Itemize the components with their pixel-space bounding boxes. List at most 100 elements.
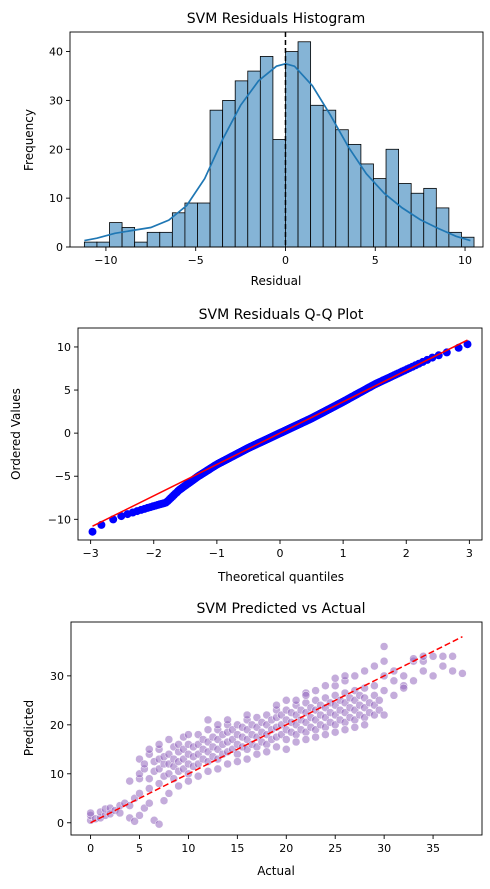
pva-point <box>321 681 330 690</box>
pva-point <box>115 808 125 818</box>
pva-point <box>242 754 252 764</box>
pva-xlabel: Actual <box>257 864 295 878</box>
histogram-bar <box>385 148 400 248</box>
histogram-ylabel: Frequency <box>22 109 36 171</box>
histogram-bar <box>171 212 186 248</box>
histogram-bar <box>360 163 374 248</box>
qq-x-tick-label: −1 <box>209 547 225 560</box>
histogram-y-tick-label: 30 <box>49 94 63 107</box>
pva-points <box>86 642 467 829</box>
pva-point <box>438 661 448 671</box>
histogram-bar <box>146 231 161 248</box>
pva-x-tick-label: 15 <box>230 842 244 855</box>
pva-point <box>291 737 301 747</box>
histogram-bar <box>347 143 362 248</box>
pva-point <box>409 676 418 686</box>
qq-x-tick-label: 2 <box>403 547 410 560</box>
pva-point <box>370 661 379 671</box>
histogram-y-ticks: 0 10 20 30 40 <box>49 46 70 254</box>
histogram-bar <box>222 100 236 248</box>
pva-point <box>154 779 164 788</box>
pva-point <box>233 757 242 766</box>
histogram-x-tick-label: −5 <box>188 254 204 267</box>
pva-x-ticks: 0 5 10 15 20 25 30 35 <box>87 835 440 855</box>
histogram-bar <box>234 80 249 248</box>
histogram-bar <box>335 129 349 248</box>
qq-axes-frame <box>77 327 483 541</box>
pva-point <box>340 671 350 681</box>
pva-x-tick-label: 35 <box>426 842 440 855</box>
qq-y-tick-label: 10 <box>57 341 71 354</box>
pva-y-tick-label: 0 <box>57 817 64 830</box>
histogram-bar <box>310 104 324 248</box>
pva-x-tick-label: 30 <box>377 842 391 855</box>
pva-x-tick-label: 0 <box>87 842 94 855</box>
pva-point <box>379 656 389 666</box>
qq-x-ticks: −3 −2 −1 0 1 2 3 <box>83 540 473 560</box>
pva-x-tick-label: 25 <box>328 842 342 855</box>
pva-x-tick-label: 20 <box>279 842 293 855</box>
histogram-bar <box>159 231 173 248</box>
histogram-bar <box>197 202 211 248</box>
histogram-bar <box>322 109 337 248</box>
pva-point <box>174 781 183 791</box>
histogram-bar <box>247 70 261 248</box>
pva-point <box>282 735 291 744</box>
pva-point <box>399 683 408 693</box>
pva-point <box>360 666 369 676</box>
qq-point <box>442 348 451 357</box>
pva-point <box>203 725 213 734</box>
qq-points <box>88 340 472 536</box>
histogram-bar <box>96 241 110 248</box>
histogram-bar <box>259 56 274 248</box>
qq-chart: SVM Residuals Q-Q Plot −3 −2 −1 0 1 2 3 −10−50… <box>9 307 483 584</box>
pva-point <box>291 696 301 705</box>
qq-y-tick-label: 0 <box>64 427 71 440</box>
pva-point <box>419 666 428 676</box>
pva-point <box>438 652 448 661</box>
histogram-x-ticks: −10 −5 0 5 10 <box>94 247 472 267</box>
histogram-y-tick-label: 20 <box>49 143 63 156</box>
pva-point <box>145 745 154 754</box>
pva-point <box>164 735 174 744</box>
pva-point <box>360 720 369 730</box>
pva-point <box>330 727 340 737</box>
qq-y-ticks: −10 −5 0 5 10 <box>48 341 78 526</box>
pva-point <box>233 749 242 759</box>
pva-point <box>340 725 350 734</box>
histogram-bar <box>83 241 98 248</box>
qq-y-tick-label: 5 <box>64 384 71 397</box>
pva-point <box>458 669 467 678</box>
pva-point <box>184 776 193 786</box>
pva-point <box>184 730 193 739</box>
pva-point <box>311 732 320 742</box>
pva-point <box>213 720 223 730</box>
qq-y-tick-label: −10 <box>48 513 71 526</box>
pva-point <box>428 671 438 681</box>
histogram-bar <box>285 51 299 248</box>
pva-point <box>272 700 281 710</box>
pva-point <box>389 676 399 686</box>
pva-point <box>282 745 291 754</box>
pva-point <box>301 691 311 700</box>
pva-point <box>370 681 379 690</box>
histogram-x-tick-label: 10 <box>458 254 472 267</box>
histogram-title: SVM Residuals Histogram <box>187 11 366 27</box>
pva-point <box>145 798 154 808</box>
histogram-y-tick-label: 40 <box>49 46 63 59</box>
pva-point <box>242 710 252 720</box>
pva-y-ticks: 0 10 20 30 <box>50 670 71 830</box>
histogram-x-tick-label: −10 <box>94 254 117 267</box>
histogram-x-tick-label: 5 <box>372 254 379 267</box>
pva-point <box>311 686 320 695</box>
pva-point <box>159 796 169 805</box>
pva-point <box>375 696 384 705</box>
pva-point <box>135 811 144 820</box>
pva-point <box>330 681 340 690</box>
pva-point <box>350 671 360 681</box>
pva-point <box>282 696 291 705</box>
pva-point <box>379 642 389 651</box>
pva-point <box>135 789 144 798</box>
histogram-kde-curve <box>84 62 471 242</box>
pva-point <box>145 774 154 783</box>
